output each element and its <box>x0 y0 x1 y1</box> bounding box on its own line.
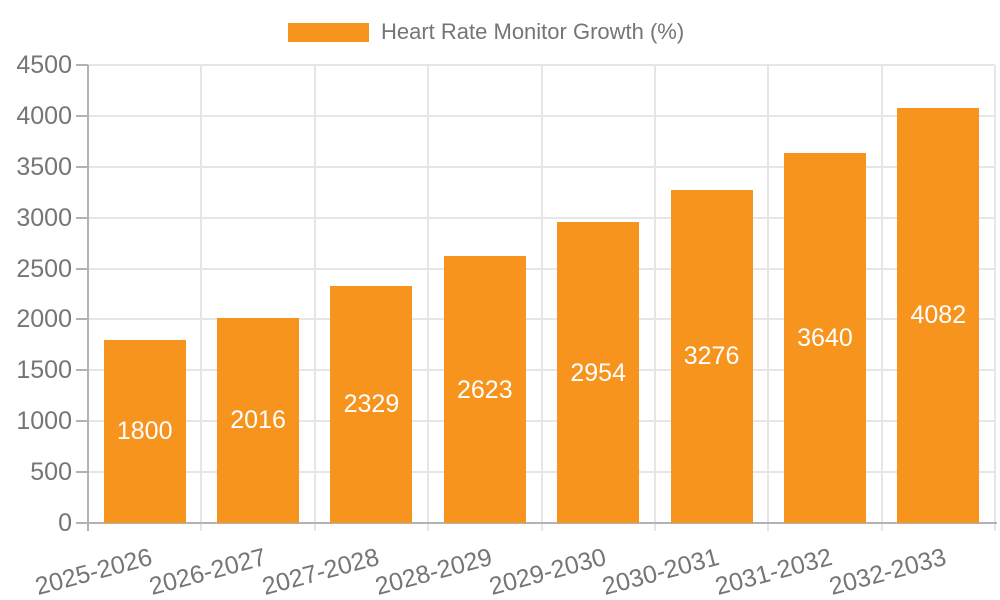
bar-2025-2026[interactable] <box>103 339 186 523</box>
bar-value-label: 2016 <box>230 406 286 435</box>
y-tick-mark <box>76 216 88 219</box>
bar-2032-2033[interactable] <box>897 107 980 523</box>
gridline-vertical <box>313 65 316 531</box>
bar-value-label: 2954 <box>570 358 626 387</box>
y-tick-mark <box>76 522 88 524</box>
y-tick-mark <box>76 165 88 168</box>
x-axis-tick-label: 2031-2032 <box>712 542 836 600</box>
gridline-vertical <box>994 65 996 531</box>
legend-label: Heart Rate Monitor Growth (%) <box>381 19 685 44</box>
bar-2028-2029[interactable] <box>443 256 526 523</box>
y-axis-tick-label: 4000 <box>16 101 72 130</box>
y-tick-mark <box>76 64 88 66</box>
y-tick-mark <box>76 318 88 321</box>
y-axis-tick-label: 1500 <box>16 356 72 385</box>
gridline-vertical <box>653 65 656 531</box>
x-axis-tick-label: 2030-2031 <box>599 542 723 600</box>
y-axis-tick-label: 2000 <box>16 305 72 334</box>
x-axis-line <box>88 522 997 524</box>
y-axis-tick-label: 4500 <box>16 51 72 79</box>
y-axis-tick-label: 1000 <box>16 407 72 436</box>
gridline-vertical <box>427 65 430 531</box>
bar-value-label: 4082 <box>910 301 967 330</box>
x-axis-tick-label: 2026-2027 <box>145 542 269 600</box>
legend[interactable]: Heart Rate Monitor Growth (%) <box>288 17 684 47</box>
bar-2030-2031[interactable] <box>670 189 753 523</box>
legend-swatch <box>288 22 369 42</box>
bar-2029-2030[interactable] <box>557 222 640 523</box>
x-axis-tick-label: 2029-2030 <box>485 542 609 600</box>
y-tick-mark <box>76 369 88 372</box>
bar-2026-2027[interactable] <box>217 317 300 523</box>
bar-2031-2032[interactable] <box>783 152 866 523</box>
y-tick-mark <box>76 471 88 474</box>
y-tick-mark <box>76 114 88 117</box>
y-axis-tick-label: 2500 <box>16 254 72 283</box>
bar-value-label: 1800 <box>116 417 173 446</box>
bar-value-label: 2329 <box>343 390 400 419</box>
bar-value-label: 3640 <box>797 323 853 352</box>
y-axis-line <box>87 65 89 531</box>
x-axis-tick-label: 2032-2033 <box>826 542 949 600</box>
gridline-vertical <box>540 65 543 531</box>
gridline-vertical <box>767 65 770 531</box>
y-tick-mark <box>76 267 88 270</box>
x-axis-tick-label: 2027-2028 <box>259 542 382 600</box>
y-tick-mark <box>76 420 88 423</box>
x-axis-tick-label: 2028-2029 <box>372 542 496 600</box>
y-axis-tick-label: 0 <box>58 509 72 537</box>
y-axis-tick-label: 3500 <box>16 152 72 181</box>
y-axis-tick-label: 3000 <box>16 203 72 232</box>
bar-value-label: 3276 <box>683 342 740 371</box>
bar-2027-2028[interactable] <box>330 285 413 523</box>
gridline-vertical <box>880 65 883 531</box>
x-axis-tick-label: 2025-2026 <box>32 542 156 600</box>
bar-value-label: 2623 <box>457 375 513 404</box>
y-axis-tick-label: 500 <box>30 458 72 487</box>
gridline-vertical <box>200 65 203 531</box>
